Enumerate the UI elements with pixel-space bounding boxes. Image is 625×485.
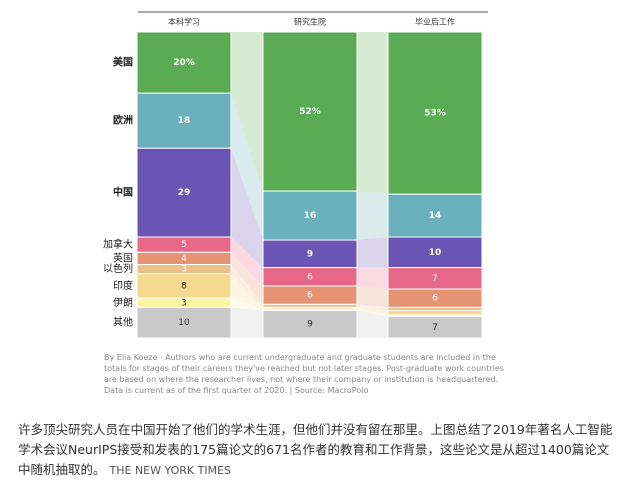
flow-band — [357, 237, 388, 268]
flow-band — [231, 273, 263, 309]
segment — [387, 31, 483, 195]
segment — [136, 92, 232, 149]
flow-band — [357, 304, 388, 311]
column-header: 毕业后工作 — [415, 17, 455, 27]
value-label: 4 — [181, 254, 187, 264]
value-label: 6 — [307, 272, 313, 282]
flow-band — [357, 308, 388, 317]
value-label: 20% — [173, 58, 195, 68]
row-label: 欧洲 — [113, 114, 133, 127]
row-label: 以色列 — [103, 262, 133, 275]
segment — [262, 309, 358, 339]
value-label: 53% — [424, 109, 446, 119]
flow-band — [231, 148, 263, 268]
caption: 许多顶尖研究人员在中国开始了他们的学术生涯，但他们并没有留在那里。上图总结了20… — [18, 420, 614, 481]
flow-band — [357, 307, 388, 316]
row-label: 加拿大 — [103, 238, 133, 251]
value-label: 16 — [304, 211, 317, 221]
value-label: 10 — [178, 318, 190, 328]
value-label: 5 — [181, 240, 187, 250]
flow-band — [357, 32, 388, 195]
row-label: 伊朗 — [113, 297, 133, 309]
segment — [136, 306, 232, 339]
row-label: 印度 — [113, 279, 133, 292]
column-header: 研究生院 — [294, 17, 326, 27]
segment — [136, 273, 232, 299]
segment — [387, 236, 483, 269]
credit: THE NEW YORK TIMES — [109, 464, 232, 477]
chart: 本科学习 研究生院 毕业后工作 20% 52% 53% 美国 18 16 14 欧洲 29 9 10 中国 5… — [103, 11, 488, 339]
segment — [387, 316, 483, 339]
value-label: 3 — [181, 298, 187, 308]
value-label: 7 — [432, 274, 438, 284]
flow-band — [231, 264, 263, 308]
segment — [262, 239, 358, 269]
value-label: 8 — [181, 281, 187, 291]
flow-band — [231, 252, 263, 305]
value-label: 9 — [307, 249, 313, 259]
column-header: 本科学习 — [168, 17, 200, 27]
flow-band — [357, 310, 388, 338]
segment — [136, 31, 232, 94]
segment — [387, 309, 483, 316]
flow-band — [231, 298, 263, 311]
value-label: 6 — [432, 294, 438, 304]
value-label: 10 — [429, 248, 442, 258]
row-label: 其他 — [113, 316, 133, 329]
value-label: 14 — [429, 211, 442, 221]
flow-band — [357, 285, 388, 308]
flow-band — [231, 32, 263, 192]
flow-band — [357, 267, 388, 290]
value-label: 9 — [307, 320, 313, 330]
row-label: 中国 — [113, 186, 133, 199]
flow-band — [357, 191, 388, 241]
flow-band — [231, 93, 263, 241]
chart-note: By Elia Koeze · Authors who are current … — [104, 353, 504, 395]
segment — [136, 147, 232, 238]
segment — [262, 31, 358, 192]
row-label: 英国 — [113, 251, 133, 264]
value-label: 3 — [181, 265, 187, 275]
flow-band — [231, 237, 263, 286]
flow-band — [231, 307, 263, 338]
value-label: 18 — [178, 116, 191, 126]
value-label: 7 — [432, 323, 438, 333]
row-label: 美国 — [113, 56, 133, 69]
caption-text: 许多顶尖研究人员在中国开始了他们的学术生涯，但他们并没有留在那里。上图总结了20… — [18, 422, 613, 477]
value-label: 29 — [178, 188, 191, 198]
value-label: 52% — [299, 107, 321, 117]
value-label: 6 — [307, 291, 313, 301]
